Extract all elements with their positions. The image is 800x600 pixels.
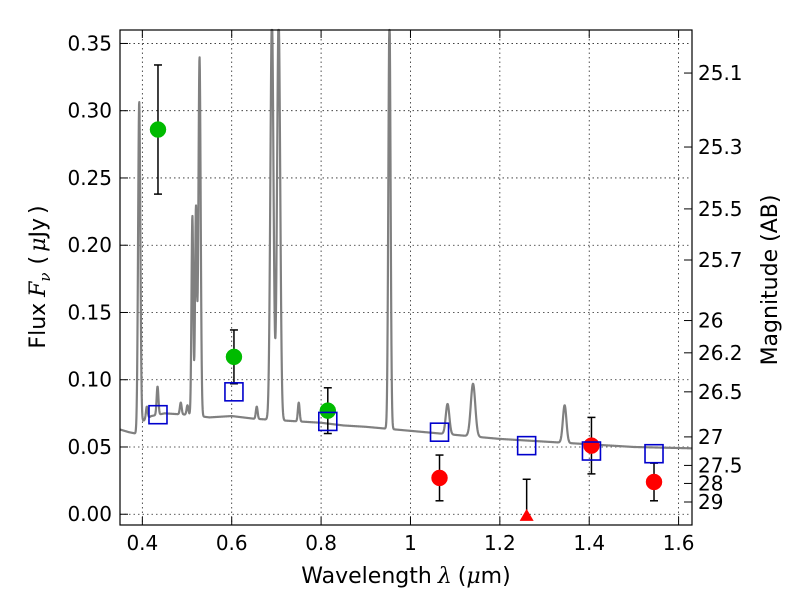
x-tick-label: 0.4 [126,531,158,555]
y2-tick-label: 25.5 [698,197,743,221]
y2-tick-label: 25.7 [698,248,743,272]
marks-layer [148,64,664,521]
tick-layer: 0.4 0.6 0.8 1 1.2 1.4 1.6 0.00 0.05 0.10 0.15 0.20 0… [67,30,743,555]
spectrum-line [119,28,693,450]
model-square-marker [429,422,450,442]
upper-limit-marker [519,508,534,521]
data-point-marker [645,473,663,491]
model-square-marker [224,382,244,402]
x-tick-label: 1.6 [663,531,695,555]
model-square-marker [644,443,664,464]
data-point-marker [431,469,448,487]
y2-tick-label: 26.5 [698,380,743,404]
y2-tick-label: 25.3 [698,135,743,159]
x-tick-label: 1.2 [484,531,516,555]
y2-tick-label: 26.2 [698,341,743,365]
model-square-marker [317,411,338,432]
y2-tick-label: 28 [698,471,723,495]
y-axis-label: FluxFν(μJy) [26,205,54,348]
y2-tick-label: 25.1 [698,61,743,85]
y-tick-label: 0.25 [67,166,112,190]
model-square-marker [516,435,537,456]
y2-tick-label: 26 [698,309,723,333]
y-tick-label: 0.30 [67,99,112,123]
x-tick-label: 0.8 [305,531,337,555]
model-square-marker [581,441,602,461]
data-point-marker [319,402,337,419]
y-tick-label: 0.20 [67,233,112,257]
x-tick-label: 1.4 [573,531,605,555]
y2-axis-label: Magnitude (AB) [758,195,783,366]
x-tick-label: 1 [404,531,417,555]
spectrum-layer [119,28,693,450]
plot-frame [119,29,693,526]
y-tick-label: 0.05 [67,435,112,459]
y2-tick-label: 29 [698,490,723,514]
y2-tick-label: 27 [698,425,723,449]
grid-layer [120,30,692,525]
data-point-marker [583,437,600,454]
y-tick-label: 0.10 [67,368,112,392]
y-tick-label: 0.35 [67,31,112,55]
model-square-marker [148,404,168,425]
data-point-marker [149,121,167,138]
y-tick-label: 0.00 [67,502,112,526]
x-tick-label: 0.6 [216,531,248,555]
y2-tick-label: 27.5 [698,453,743,477]
y-tick-label: 0.15 [67,300,112,324]
data-point-marker [225,348,243,366]
x-axis-label: Wavelength λ (μm) [301,564,510,589]
